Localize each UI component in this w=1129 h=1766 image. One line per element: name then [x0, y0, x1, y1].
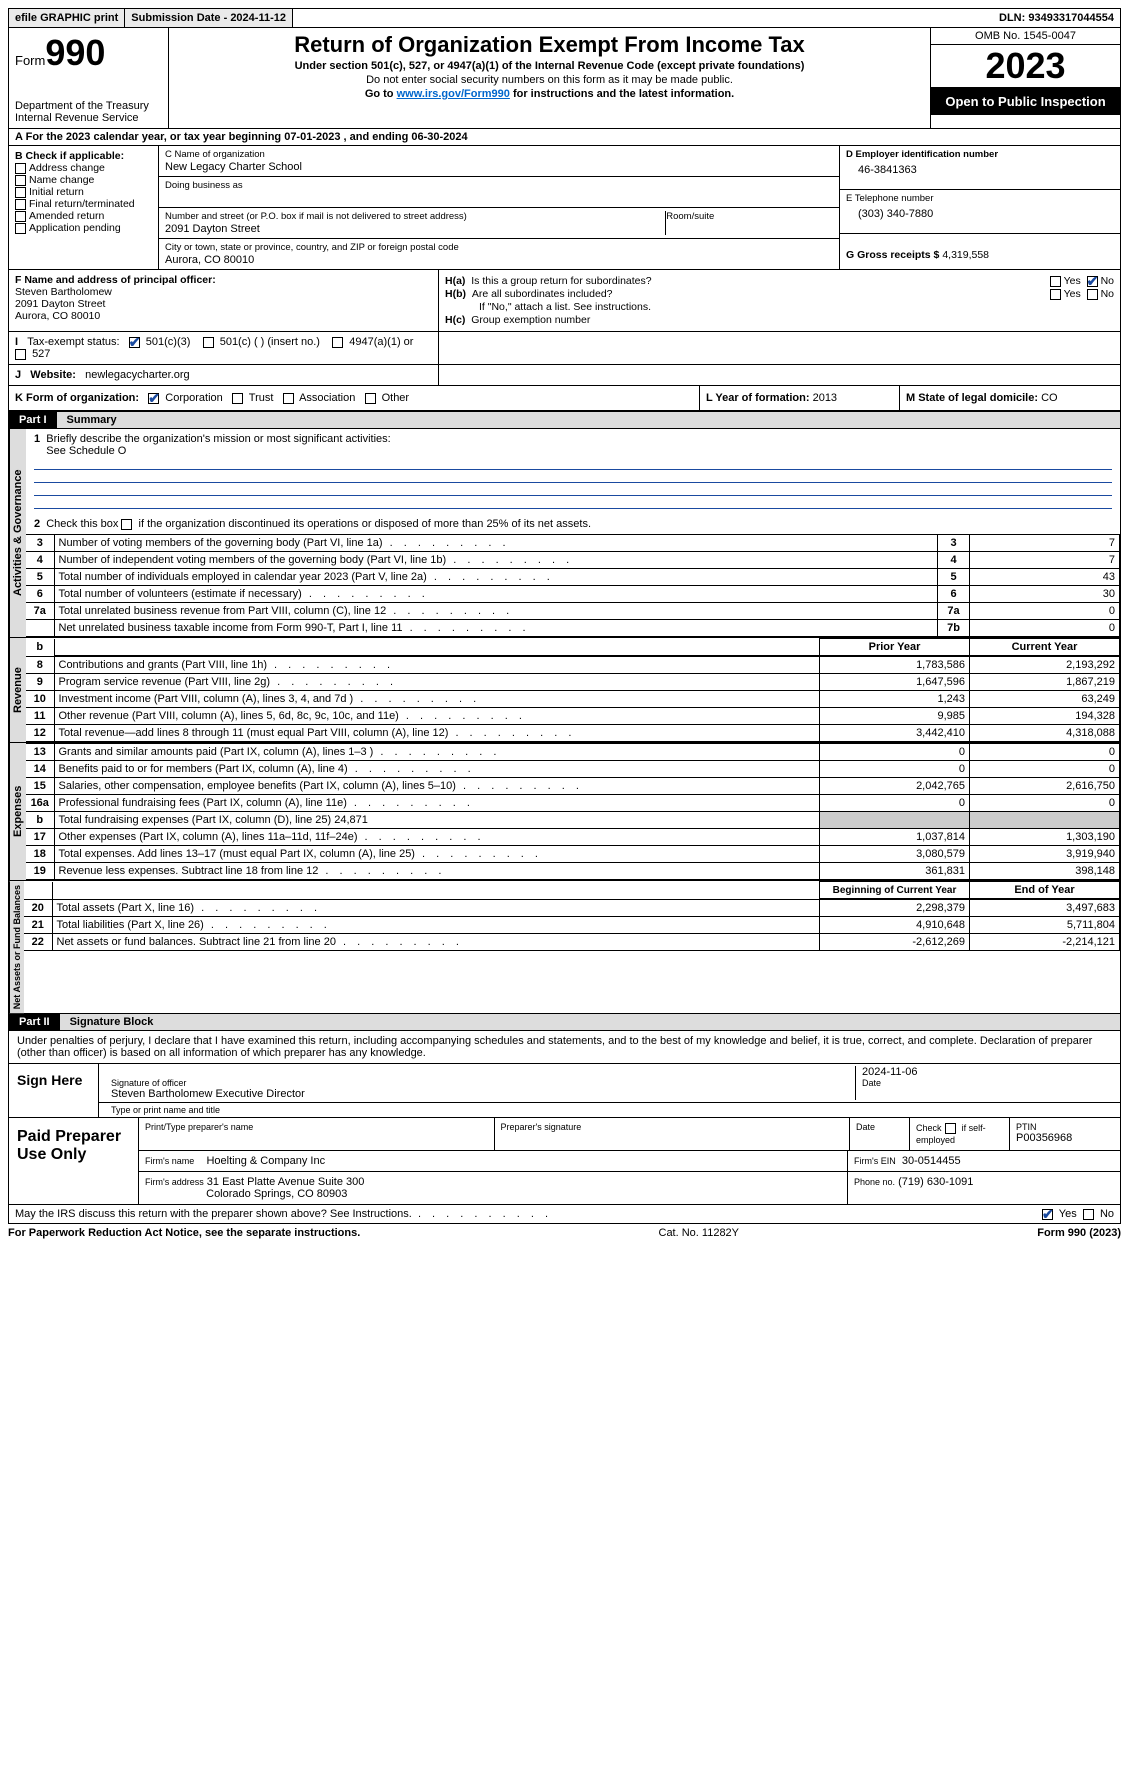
gross-receipts: 4,319,558 — [942, 249, 989, 261]
cb-address-change[interactable] — [15, 163, 26, 174]
street-address: 2091 Dayton Street — [165, 222, 665, 235]
org-name: New Legacy Charter School — [165, 160, 833, 173]
cb-4947[interactable] — [332, 337, 343, 348]
ptin: P00356968 — [1016, 1132, 1114, 1144]
website: newlegacycharter.org — [85, 369, 190, 381]
cb-assoc[interactable] — [283, 393, 294, 404]
line-2: 2 Check this box if the organization dis… — [26, 514, 1120, 534]
cb-trust[interactable] — [232, 393, 243, 404]
table-net-header: Beginning of Current Year End of Year — [24, 881, 1120, 899]
form-number: Form990 — [15, 32, 162, 74]
cb-other[interactable] — [365, 393, 376, 404]
part-i-header: Part I — [9, 412, 57, 428]
cb-discontinued[interactable] — [121, 519, 132, 530]
paid-preparer-label: Paid Preparer Use Only — [9, 1118, 139, 1204]
cb-app-pending[interactable] — [15, 223, 26, 234]
cb-discuss-no[interactable] — [1083, 1209, 1094, 1220]
omb-number: OMB No. 1545-0047 — [931, 28, 1120, 45]
tax-year: 2023 — [931, 45, 1120, 88]
cb-amended[interactable] — [15, 211, 26, 222]
cb-corp[interactable] — [148, 393, 159, 404]
section-k: K Form of organization: Corporation Trus… — [9, 386, 700, 410]
section-deg: D Employer identification number46-38413… — [840, 146, 1120, 269]
tab-activities: Activities & Governance — [9, 429, 26, 637]
table-activities: 3Number of voting members of the governi… — [26, 534, 1120, 637]
table-revenue-header: b Prior Year Current Year — [26, 638, 1120, 656]
row-a-tax-year: A For the 2023 calendar year, or tax yea… — [8, 129, 1121, 146]
section-m: M State of legal domicile: CO — [900, 386, 1120, 410]
declaration-text: Under penalties of perjury, I declare th… — [9, 1031, 1120, 1064]
pra-notice: For Paperwork Reduction Act Notice, see … — [8, 1227, 360, 1239]
form-subtitle: Under section 501(c), 527, or 4947(a)(1)… — [175, 60, 924, 72]
tab-net-assets: Net Assets or Fund Balances — [9, 881, 24, 1013]
tab-revenue: Revenue — [9, 638, 26, 742]
cb-discuss-yes[interactable] — [1042, 1209, 1053, 1220]
firm-ein: 30-0514455 — [902, 1155, 961, 1167]
form-footer: Form 990 (2023) — [1037, 1227, 1121, 1239]
section-c: C Name of organizationNew Legacy Charter… — [159, 146, 840, 269]
form-title: Return of Organization Exempt From Incom… — [175, 32, 924, 58]
cb-self-employed[interactable] — [945, 1123, 956, 1134]
section-f: F Name and address of principal officer:… — [9, 270, 439, 331]
section-b: B Check if applicable: Address change Na… — [9, 146, 159, 269]
discuss-row: May the IRS discuss this return with the… — [8, 1205, 1121, 1224]
cb-ha-yes[interactable] — [1050, 276, 1061, 287]
cb-501c3[interactable] — [129, 337, 140, 348]
section-j: J Website: newlegacycharter.org — [9, 365, 439, 385]
cb-501c[interactable] — [203, 337, 214, 348]
sign-here-label: Sign Here — [9, 1064, 99, 1117]
section-l: L Year of formation: 2013 — [700, 386, 900, 410]
cb-name-change[interactable] — [15, 175, 26, 186]
officer-signature: Steven Bartholomew Executive Director — [111, 1088, 849, 1100]
phone: (303) 340-7880 — [846, 204, 1114, 230]
table-revenue: 8Contributions and grants (Part VIII, li… — [26, 656, 1120, 742]
submission-date: Submission Date - 2024-11-12 — [125, 9, 293, 27]
city-state-zip: Aurora, CO 80010 — [165, 253, 833, 266]
cb-final-return[interactable] — [15, 199, 26, 210]
section-i: I Tax-exempt status: 501(c)(3) 501(c) ( … — [9, 332, 439, 364]
firm-phone: (719) 630-1091 — [898, 1176, 973, 1188]
top-bar: efile GRAPHIC print Submission Date - 20… — [8, 8, 1121, 28]
part-i-title: Summary — [57, 412, 1120, 428]
tab-expenses: Expenses — [9, 743, 26, 880]
line-1: 1 Briefly describe the organization's mi… — [26, 429, 1120, 514]
cat-no: Cat. No. 11282Y — [659, 1227, 740, 1239]
dept-label: Department of the Treasury Internal Reve… — [15, 100, 162, 124]
cb-hb-yes[interactable] — [1050, 289, 1061, 300]
ssn-warning: Do not enter social security numbers on … — [175, 74, 924, 86]
cb-hb-no[interactable] — [1087, 289, 1098, 300]
part-ii-title: Signature Block — [60, 1014, 1120, 1030]
firm-name: Hoelting & Company Inc — [206, 1155, 325, 1167]
open-to-public: Open to Public Inspection — [931, 88, 1120, 115]
part-ii-header: Part II — [9, 1014, 60, 1030]
cb-ha-no[interactable] — [1087, 276, 1098, 287]
room-suite — [666, 222, 833, 223]
form-header: Form990 Department of the Treasury Inter… — [8, 28, 1121, 129]
table-net-assets: 20Total assets (Part X, line 16) . . . .… — [24, 899, 1120, 951]
ein: 46-3841363 — [846, 160, 1114, 186]
table-expenses: 13Grants and similar amounts paid (Part … — [26, 743, 1120, 880]
dln: DLN: 93493317044554 — [993, 9, 1120, 27]
instructions-link-row: Go to www.irs.gov/Form990 for instructio… — [175, 88, 924, 100]
firm-address: 31 East Platte Avenue Suite 300 — [207, 1176, 365, 1188]
cb-initial-return[interactable] — [15, 187, 26, 198]
irs-link[interactable]: www.irs.gov/Form990 — [397, 88, 510, 100]
sign-date: 2024-11-06 — [862, 1066, 1108, 1078]
mission-text: See Schedule O — [46, 445, 126, 457]
cb-527[interactable] — [15, 349, 26, 360]
efile-button[interactable]: efile GRAPHIC print — [9, 9, 125, 27]
section-h: H(a) Is this a group return for subordin… — [439, 270, 1120, 331]
officer-name: Steven Bartholomew — [15, 286, 112, 298]
